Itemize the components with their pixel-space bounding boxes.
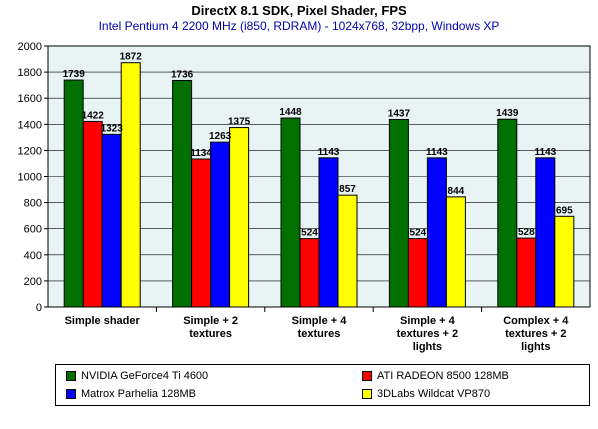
y-tick-label: 1600 xyxy=(18,93,42,105)
bar xyxy=(318,157,339,308)
x-tick-label-line: Simple + 2 xyxy=(183,315,238,327)
data-label: 1375 xyxy=(228,117,251,128)
x-tick-label-line: textures xyxy=(298,328,341,340)
data-label: 1323 xyxy=(101,123,124,134)
bar xyxy=(337,194,358,308)
x-tick-label-line: Simple shader xyxy=(65,315,141,327)
legend-label: 3DLabs Wildcat VP870 xyxy=(377,388,491,400)
data-label: 524 xyxy=(301,228,318,239)
bar xyxy=(426,157,447,308)
y-tick-label: 2000 xyxy=(18,41,42,53)
bar xyxy=(445,196,466,308)
bar xyxy=(191,158,212,308)
bar xyxy=(299,238,320,308)
bar-chart: 0 200 400 600 800 1000 1200 1400 1600 1800 2000 173… xyxy=(18,41,591,353)
data-label: 1422 xyxy=(82,110,105,121)
legend: NVIDIA GeForce4 Ti 4600 ATI RADEON 8500 1… xyxy=(55,364,590,406)
data-label: 857 xyxy=(339,184,356,195)
bar xyxy=(280,117,301,308)
x-tick-label-line: textures + 2 xyxy=(397,328,458,340)
x-tick-label-line: Simple + 4 xyxy=(400,315,456,327)
legend-swatch xyxy=(362,389,372,399)
y-tick-label: 1400 xyxy=(18,119,42,131)
data-label: 695 xyxy=(556,205,573,216)
bar xyxy=(210,141,231,308)
data-label: 1263 xyxy=(209,131,232,142)
x-tick-label-line: textures + 2 xyxy=(505,328,566,340)
legend-item: ATI RADEON 8500 128MB xyxy=(362,370,509,382)
legend-swatch xyxy=(66,371,76,381)
data-label: 1143 xyxy=(318,147,340,158)
bar xyxy=(82,120,103,308)
data-label: 1437 xyxy=(388,108,411,119)
y-tick-label: 1200 xyxy=(18,145,42,157)
bar xyxy=(120,62,141,308)
x-tick-label-line: Simple + 4 xyxy=(292,315,348,327)
legend-item: 3DLabs Wildcat VP870 xyxy=(362,388,490,400)
data-label: 1143 xyxy=(534,147,556,158)
chart-title: DirectX 8.1 SDK, Pixel Shader, FPS xyxy=(191,3,407,18)
x-tick-label: Simple shader xyxy=(65,315,141,327)
legend-label: Matrox Parhelia 128MB xyxy=(81,388,196,400)
y-tick-label: 0 xyxy=(36,302,42,314)
bar xyxy=(63,79,84,308)
data-label: 1439 xyxy=(496,108,519,119)
x-tick-label: Simple + 4 textures xyxy=(292,315,348,340)
bar xyxy=(554,215,575,308)
y-tick-label: 800 xyxy=(24,198,42,210)
data-label: 1739 xyxy=(63,69,86,80)
legend-item: NVIDIA GeForce4 Ti 4600 xyxy=(66,370,208,382)
bar xyxy=(497,118,518,308)
legend-swatch xyxy=(362,371,372,381)
bar xyxy=(101,133,122,308)
x-tick-label-line: lights xyxy=(413,341,442,353)
data-label: 524 xyxy=(410,228,427,239)
legend-label: NVIDIA GeForce4 Ti 4600 xyxy=(81,370,209,382)
legend-swatch xyxy=(66,389,76,399)
x-tick-label: Simple + 2 textures xyxy=(183,315,238,340)
bar xyxy=(535,157,556,308)
bar xyxy=(229,127,250,308)
x-tick-label: Complex + 4 textures + 2 lights xyxy=(503,315,569,353)
bar xyxy=(388,118,409,308)
y-tick-label: 1800 xyxy=(18,67,42,79)
data-label: 1736 xyxy=(171,69,194,80)
legend-label: ATI RADEON 8500 128MB xyxy=(377,370,509,382)
x-tick-label-line: lights xyxy=(521,341,550,353)
x-tick-label-line: textures xyxy=(189,328,232,340)
data-label: 1872 xyxy=(120,52,143,63)
bar xyxy=(407,238,428,308)
x-tick-label: Simple + 4 textures + 2 lights xyxy=(397,315,458,353)
y-tick-label: 600 xyxy=(24,224,42,236)
legend-item: Matrox Parhelia 128MB xyxy=(66,388,196,400)
data-label: 1448 xyxy=(279,107,302,118)
x-tick-label-line: Complex + 4 xyxy=(503,315,569,327)
chart-subtitle: Intel Pentium 4 2200 MHz (i850, RDRAM) -… xyxy=(98,19,500,33)
bar xyxy=(516,237,537,308)
data-label: 1143 xyxy=(426,147,448,158)
y-tick-label: 400 xyxy=(24,250,42,262)
bar xyxy=(172,79,193,308)
data-label: 528 xyxy=(518,227,535,238)
y-tick-label: 200 xyxy=(24,276,42,288)
y-tick-label: 1000 xyxy=(18,172,42,184)
data-label: 1134 xyxy=(190,148,212,159)
data-label: 844 xyxy=(448,186,465,197)
